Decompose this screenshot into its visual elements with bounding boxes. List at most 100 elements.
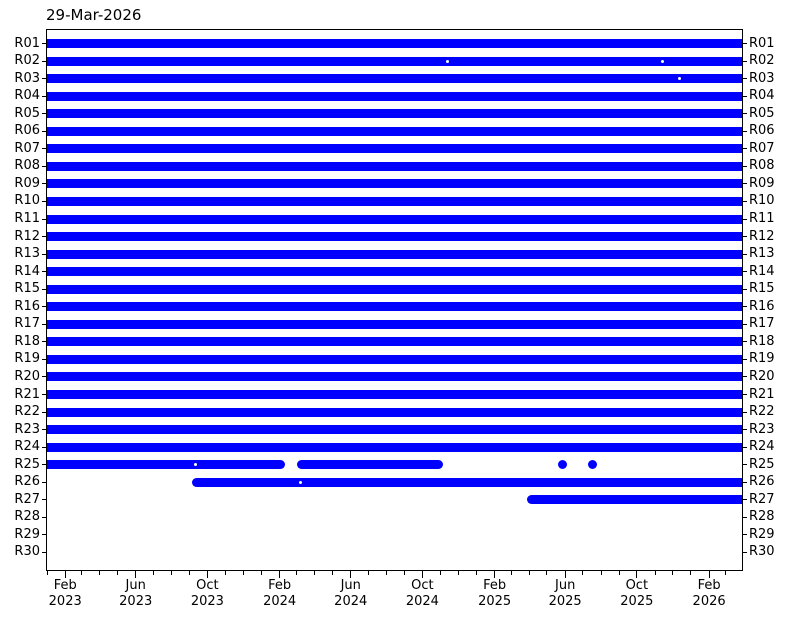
- y-tick-left: [42, 341, 46, 343]
- x-tick-minor: [440, 571, 442, 575]
- x-tick-minor: [99, 571, 101, 575]
- bar-segment: [47, 319, 742, 329]
- row-label-left: R27: [14, 491, 40, 507]
- y-tick-left: [42, 534, 46, 536]
- row-label-left: R23: [14, 421, 40, 437]
- row-label-left: R26: [14, 474, 40, 490]
- bar-segment: [47, 460, 286, 470]
- y-tick-right: [743, 306, 747, 308]
- bar-segment: [47, 39, 742, 48]
- y-tick-right: [743, 394, 747, 395]
- x-tick-month-label: Jun: [125, 578, 146, 593]
- row-label-right: R16: [749, 298, 775, 314]
- y-tick-left: [42, 165, 46, 167]
- x-tick-month-label: Feb: [483, 578, 507, 593]
- bar-segment: [47, 249, 742, 259]
- x-tick-month-label: Feb: [268, 578, 292, 593]
- row-label-right: R12: [749, 228, 775, 244]
- row-label-left: R04: [14, 88, 40, 104]
- bar-segment: [47, 302, 742, 312]
- x-tick-minor: [475, 571, 477, 575]
- x-tick-minor: [600, 571, 602, 575]
- y-tick-left: [42, 376, 46, 378]
- bar-segment: [47, 390, 742, 399]
- y-tick-right: [743, 551, 747, 553]
- row-label-right: R25: [749, 456, 775, 472]
- x-tick-major: [135, 571, 137, 578]
- x-tick-month-label: Jun: [340, 578, 361, 593]
- y-tick-left: [42, 200, 46, 202]
- x-tick-minor: [386, 571, 388, 575]
- x-tick-minor: [116, 571, 118, 575]
- bar-segment: [47, 232, 742, 242]
- y-tick-left: [42, 253, 46, 255]
- x-tick-major: [279, 571, 281, 578]
- x-tick-major: [350, 571, 352, 578]
- y-tick-left: [42, 323, 46, 325]
- row-label-right: R13: [749, 246, 775, 262]
- y-tick-left: [42, 148, 46, 150]
- y-tick-right: [743, 323, 747, 325]
- row-label-left: R18: [14, 333, 40, 349]
- y-tick-left: [42, 446, 46, 448]
- x-tick-minor: [618, 571, 620, 575]
- x-tick-major: [421, 571, 423, 578]
- gap-dot: [194, 463, 198, 467]
- row-label-left: R15: [14, 281, 40, 297]
- y-tick-right: [743, 43, 747, 44]
- bar-segment: [47, 354, 742, 364]
- x-tick-minor: [690, 571, 692, 575]
- row-label-left: R08: [14, 158, 40, 174]
- row-label-left: R10: [14, 193, 40, 209]
- x-tick-month-label: Feb: [53, 578, 77, 593]
- row-label-left: R16: [14, 298, 40, 314]
- row-label-right: R04: [749, 88, 775, 104]
- y-tick-left: [42, 358, 46, 360]
- x-tick-minor: [189, 571, 191, 575]
- y-tick-right: [743, 446, 747, 448]
- row-label-left: R03: [14, 70, 40, 86]
- x-tick-minor: [171, 571, 173, 575]
- y-tick-right: [743, 95, 747, 97]
- y-tick-left: [42, 43, 46, 44]
- x-tick-minor: [404, 571, 406, 575]
- y-tick-left: [42, 551, 46, 553]
- row-label-left: R02: [14, 53, 40, 69]
- bar-segment: [47, 196, 742, 206]
- y-tick-right: [743, 113, 747, 115]
- bar-segment: [47, 267, 742, 277]
- y-tick-right: [743, 236, 747, 238]
- y-tick-right: [743, 499, 747, 501]
- bar-segment: [558, 460, 568, 470]
- x-tick-minor: [225, 571, 227, 575]
- row-label-right: R23: [749, 421, 775, 437]
- row-label-right: R27: [749, 491, 775, 507]
- y-tick-left: [42, 60, 46, 62]
- x-tick-minor: [332, 571, 334, 575]
- row-label-right: R01: [749, 35, 775, 51]
- bar-segment: [47, 109, 742, 119]
- row-label-right: R09: [749, 175, 775, 191]
- y-tick-right: [743, 148, 747, 150]
- bar-segment: [47, 74, 742, 84]
- bar-segment: [47, 56, 742, 66]
- row-label-left: R14: [14, 263, 40, 279]
- x-tick-year-label: 2025: [478, 594, 512, 609]
- row-label-left: R09: [14, 175, 40, 191]
- row-label-left: R30: [14, 544, 40, 560]
- row-label-right: R20: [749, 368, 775, 384]
- bar-segment: [588, 460, 598, 470]
- bar-segment: [47, 214, 742, 224]
- x-tick-major: [708, 571, 710, 578]
- bar-segment: [47, 442, 742, 452]
- row-label-right: R07: [749, 140, 775, 156]
- y-tick-left: [42, 95, 46, 97]
- x-tick-minor: [510, 571, 512, 575]
- row-label-left: R13: [14, 246, 40, 262]
- y-tick-right: [743, 271, 747, 273]
- bar-segment: [47, 372, 742, 382]
- x-tick-month-label: Oct: [196, 578, 219, 593]
- row-label-right: R29: [749, 526, 775, 542]
- row-label-right: R22: [749, 404, 775, 420]
